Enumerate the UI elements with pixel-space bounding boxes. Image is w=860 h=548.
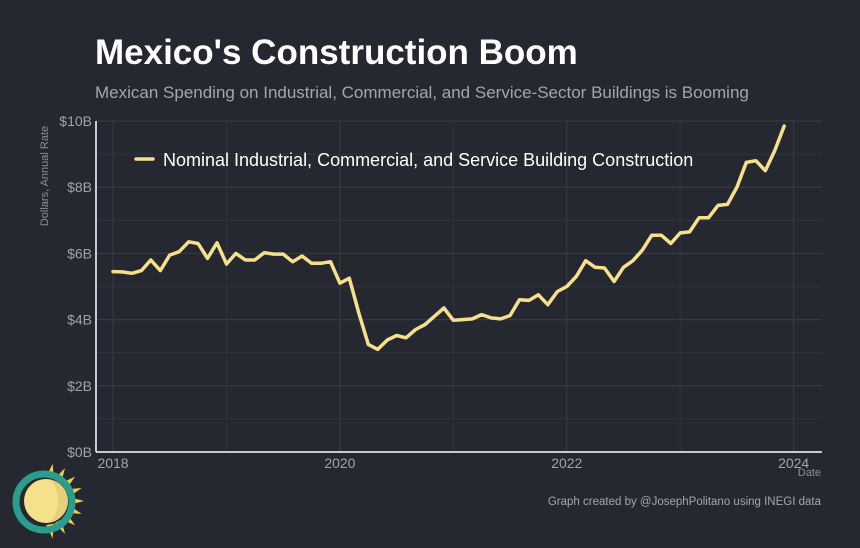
- y-tick-label: $2B: [67, 378, 92, 394]
- y-tick-label: $8B: [67, 179, 92, 195]
- chart-subtitle: Mexican Spending on Industrial, Commerci…: [95, 83, 749, 102]
- x-tick-label: 2024: [778, 455, 809, 471]
- grid-minor: [96, 121, 822, 452]
- sun-shade: [46, 479, 68, 523]
- x-tick-label: 2022: [551, 455, 582, 471]
- sun-logo-icon: [12, 463, 84, 539]
- axes: [95, 121, 822, 453]
- y-tick-label: $0B: [67, 444, 92, 460]
- legend: Nominal Industrial, Commercial, and Serv…: [134, 150, 693, 170]
- y-tick-label: $10B: [59, 113, 92, 129]
- x-tick-label: 2018: [97, 455, 128, 471]
- y-tick-label: $6B: [67, 245, 92, 261]
- y-tick-label: $4B: [67, 312, 92, 328]
- x-axis-label: Date: [798, 467, 821, 479]
- x-tick-labels: 2018 2020 2022 2024: [97, 455, 809, 471]
- legend-label: Nominal Industrial, Commercial, and Serv…: [163, 150, 693, 170]
- chart-title: Mexico's Construction Boom: [95, 33, 578, 72]
- x-tick-label: 2020: [324, 455, 355, 471]
- series-line-0: [111, 124, 786, 352]
- y-axis-label: Dollars, Annual Rate: [39, 126, 51, 226]
- teal-ring: [12, 470, 76, 534]
- y-tick-labels: $0B $2B $4B $6B $8B $10B: [59, 113, 92, 460]
- source-caption: Graph created by @JosephPolitano using I…: [547, 496, 821, 508]
- series-group: [111, 124, 786, 352]
